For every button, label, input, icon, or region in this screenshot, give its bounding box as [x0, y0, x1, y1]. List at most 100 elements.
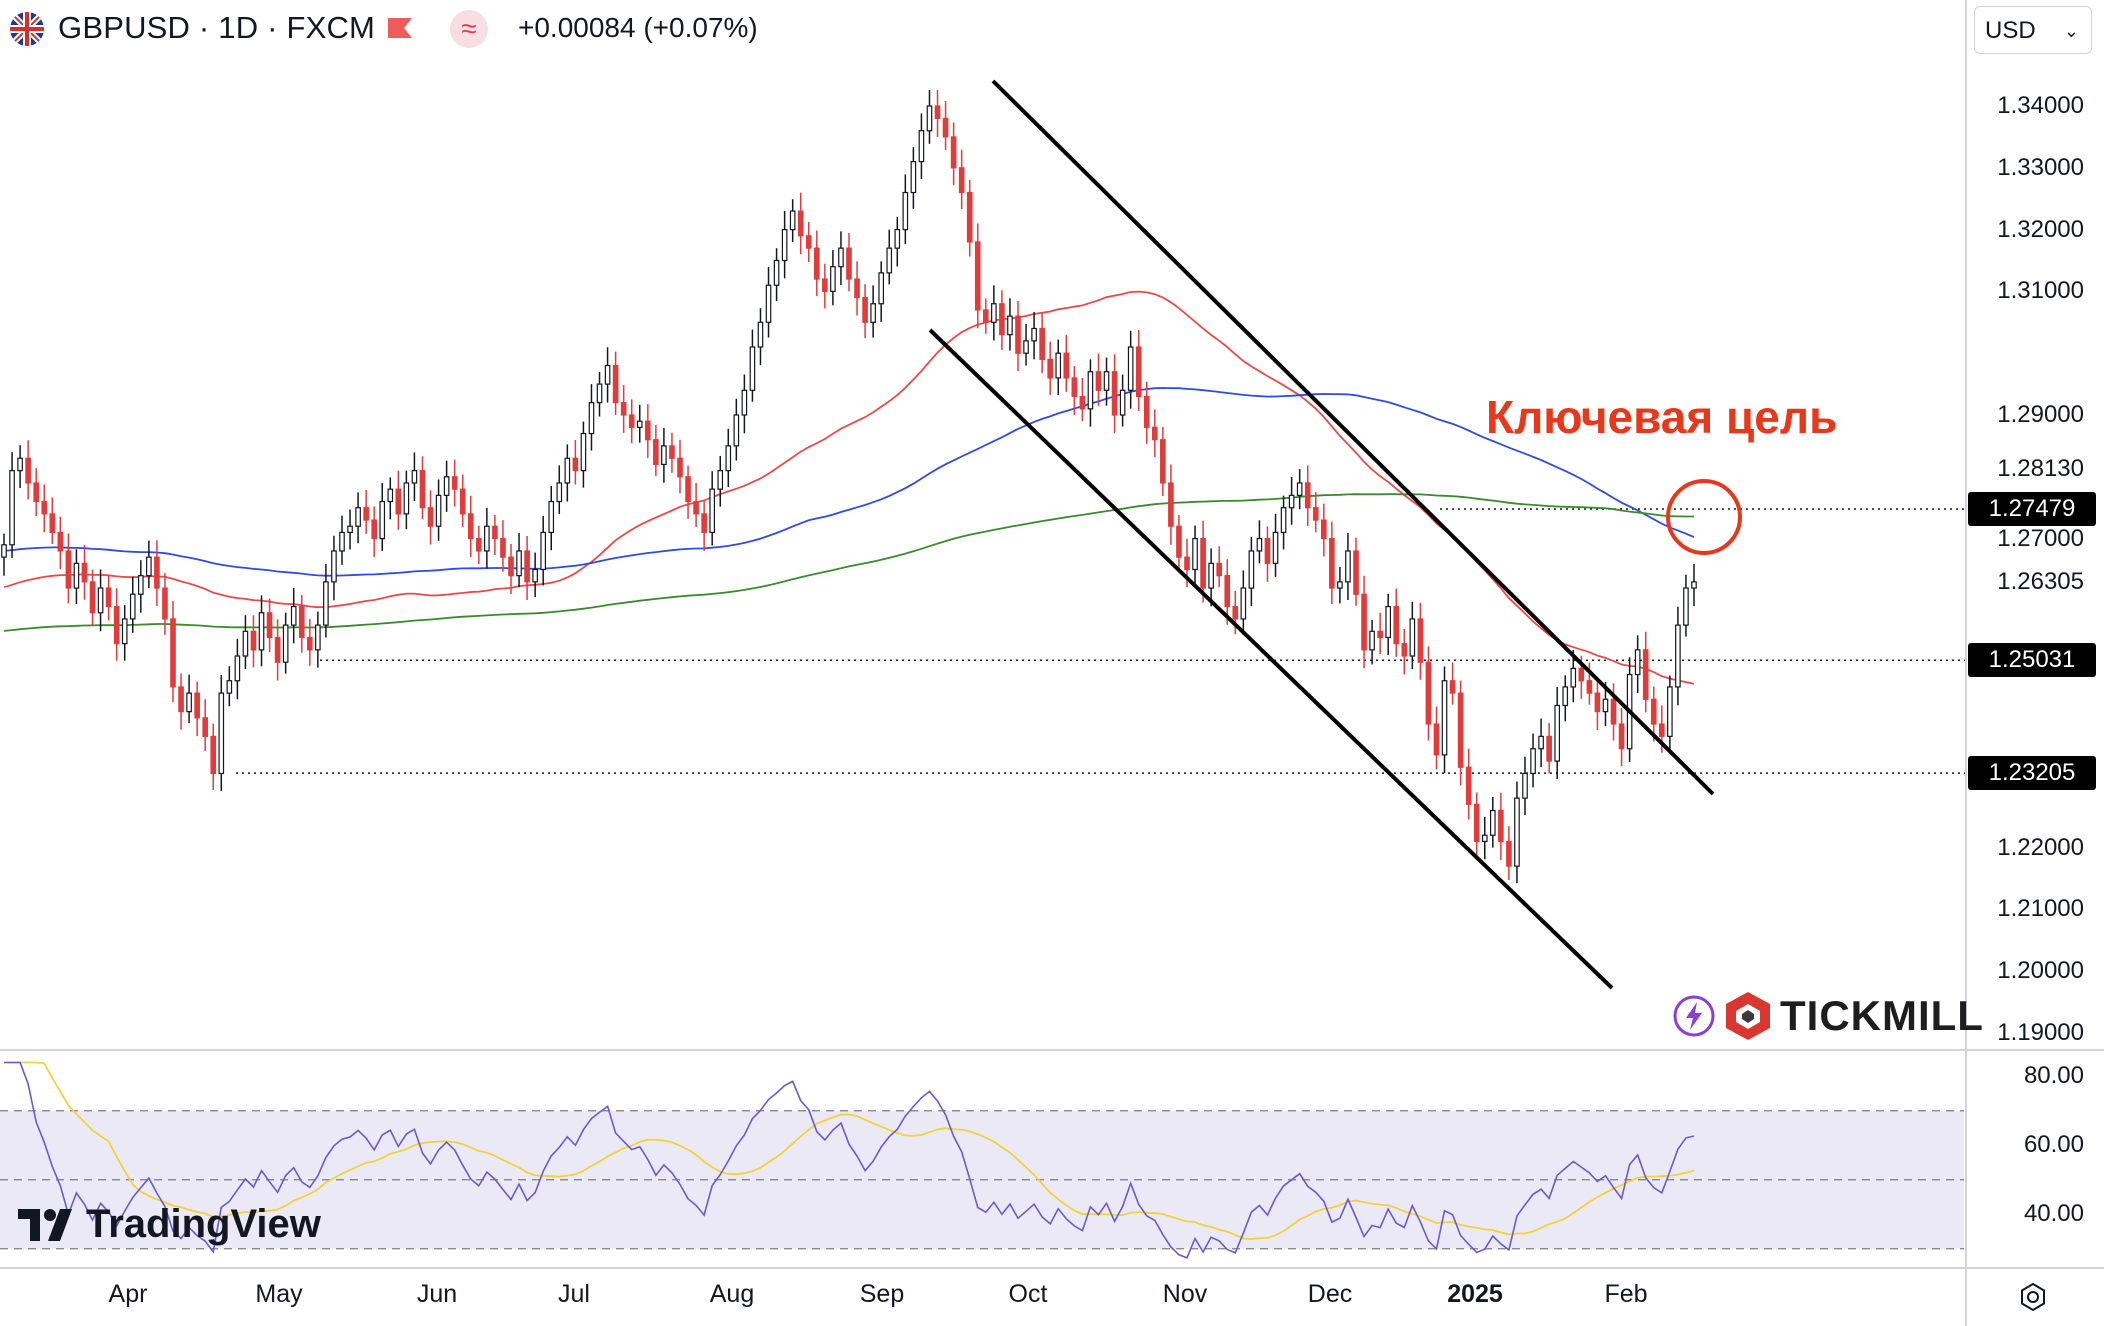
- candle: [1312, 492, 1319, 533]
- candle: [1304, 465, 1311, 527]
- candle: [516, 533, 522, 588]
- candle: [918, 113, 925, 180]
- ma-red-line: [3, 290, 1695, 685]
- candle: [49, 497, 56, 544]
- candle: [757, 308, 764, 366]
- candle: [669, 432, 675, 473]
- candle: [435, 479, 442, 541]
- candle: [331, 535, 337, 601]
- candle: [1240, 570, 1247, 635]
- candle: [1200, 520, 1206, 603]
- candle: [1498, 792, 1504, 860]
- candle: [1135, 329, 1142, 412]
- candle: [25, 440, 31, 500]
- candle: [773, 248, 780, 302]
- time-axis-label: May: [255, 1280, 303, 1308]
- candle: [1023, 324, 1029, 366]
- candle: [717, 455, 724, 507]
- candle: [958, 149, 965, 210]
- candle: [854, 261, 860, 316]
- candle: [315, 611, 321, 668]
- price-level-tag[interactable]: 1.27479: [1968, 491, 2096, 526]
- candle: [81, 545, 88, 600]
- rsi-tick-label: 80.00: [2023, 1062, 2084, 1090]
- candle: [1168, 464, 1174, 545]
- candle: [1087, 359, 1094, 427]
- flag-icon[interactable]: [386, 16, 414, 47]
- candle: [604, 347, 611, 403]
- time-axis-label: Oct: [1008, 1280, 1048, 1308]
- candle: [467, 495, 474, 558]
- candle: [596, 371, 603, 417]
- candle: [492, 514, 498, 556]
- price-tick-label: 1.26305: [1997, 567, 2084, 595]
- price-tick-label: 1.33000: [1997, 153, 2084, 181]
- bolt-icon: [1673, 995, 1715, 1037]
- candle: [580, 421, 587, 488]
- candle: [508, 543, 514, 595]
- candle: [653, 424, 659, 476]
- ma-blue-line: [3, 387, 1695, 577]
- time-axis-label: Apr: [108, 1280, 148, 1308]
- price-tick-label: 1.21000: [1997, 895, 2084, 923]
- candle: [588, 384, 595, 451]
- candle: [789, 199, 796, 242]
- candle: [1055, 339, 1062, 395]
- candle: [290, 588, 297, 644]
- candle: [620, 385, 627, 433]
- candle: [1232, 590, 1239, 635]
- candle: [1650, 686, 1657, 742]
- target-circle[interactable]: [1666, 479, 1742, 555]
- candle: [1522, 756, 1528, 816]
- candle: [113, 588, 120, 661]
- candle: [1667, 675, 1673, 751]
- candle: [644, 404, 651, 458]
- price-level-tag[interactable]: 1.23205: [1968, 756, 2096, 791]
- key-target-annotation: Ключевая цель: [1486, 391, 1838, 443]
- candle: [137, 560, 144, 613]
- candle: [363, 489, 369, 534]
- candle: [1546, 722, 1552, 774]
- indicator-icon[interactable]: ≈: [450, 10, 488, 48]
- candle: [709, 471, 716, 546]
- candle: [1151, 409, 1158, 458]
- candle: [1111, 354, 1118, 434]
- candle: [395, 470, 402, 530]
- candle: [1538, 718, 1544, 768]
- settings-icon[interactable]: [2018, 1282, 2048, 1317]
- candle: [1345, 533, 1351, 600]
- symbol-title[interactable]: GBPUSD · 1D · FXCM: [58, 10, 376, 45]
- candle: [1369, 619, 1375, 665]
- candle: [1618, 707, 1625, 767]
- candle: [1095, 353, 1102, 407]
- candle: [451, 459, 458, 507]
- candle: [572, 439, 579, 485]
- candle: [1031, 311, 1037, 360]
- candle: [1449, 662, 1456, 705]
- candle: [97, 569, 104, 632]
- chevron-down-icon: ⌄: [2063, 21, 2079, 41]
- candle: [1393, 588, 1400, 657]
- candle: [1248, 536, 1255, 606]
- candle: [870, 285, 876, 338]
- candle: [1320, 503, 1327, 557]
- price-level-tag[interactable]: 1.25031: [1968, 643, 2096, 678]
- candle: [282, 612, 289, 674]
- price-tick-label: 1.20000: [1997, 957, 2084, 985]
- candle: [57, 516, 64, 570]
- candle: [1361, 575, 1367, 669]
- time-axis-label: Aug: [709, 1280, 755, 1308]
- candle: [1634, 635, 1641, 694]
- candle: [1208, 548, 1214, 607]
- candle: [258, 595, 265, 667]
- time-axis-label: 2025: [1447, 1280, 1503, 1308]
- time-axis-label: Jun: [416, 1280, 458, 1308]
- candle: [1329, 521, 1335, 604]
- candle: [427, 490, 434, 545]
- candle: [218, 675, 225, 791]
- candle: [306, 619, 313, 666]
- candle: [693, 483, 699, 528]
- currency-select[interactable]: USD ⌄: [1974, 6, 2092, 54]
